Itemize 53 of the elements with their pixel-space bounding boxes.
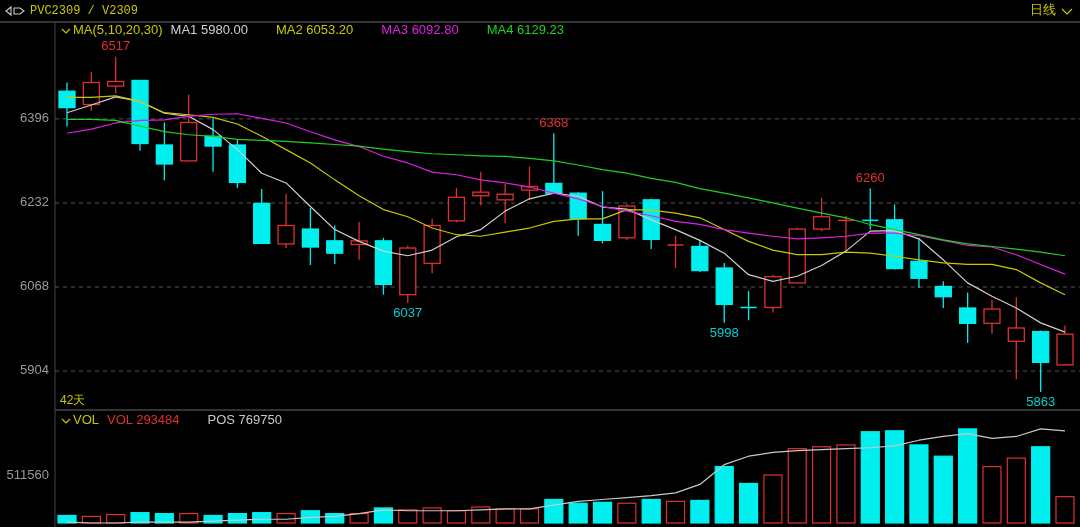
- text: MA3 6092.80: [381, 22, 459, 38]
- annotation: 6260: [855, 170, 885, 186]
- bar: [641, 498, 661, 524]
- y-tick-label: 6396: [20, 110, 49, 126]
- text: MA1 5980.00: [170, 22, 248, 38]
- bar: [349, 512, 369, 524]
- bar: [519, 508, 540, 524]
- bar: [763, 474, 783, 524]
- bar: [885, 430, 905, 524]
- bar: [714, 465, 734, 524]
- bar: [422, 507, 442, 524]
- bar: [252, 512, 272, 524]
- legend-title: MA(5,10,20,30): [73, 22, 163, 38]
- text: VOL 293484: [107, 412, 180, 428]
- bar: [1006, 457, 1026, 524]
- text: 511560: [6, 467, 49, 483]
- text: MA2 6053.20: [275, 22, 354, 38]
- bar: [738, 482, 759, 524]
- annotation: 5998: [709, 325, 739, 341]
- annotation: 6368: [539, 114, 569, 130]
- bar: [617, 502, 637, 524]
- bar: [958, 428, 978, 524]
- bar: [787, 448, 807, 524]
- bar: [495, 508, 515, 524]
- bar: [1055, 496, 1075, 524]
- annotation: 6037: [393, 305, 423, 321]
- bar: [544, 498, 564, 524]
- annotation: 5863: [1026, 394, 1056, 410]
- bar: [398, 509, 418, 524]
- y-tick-label: 6068: [20, 278, 49, 294]
- bar: [860, 431, 880, 524]
- text: POS 769750: [207, 412, 282, 428]
- y-tick-label: 6232: [20, 194, 49, 210]
- annotation: 42天: [60, 393, 86, 408]
- bar: [592, 501, 613, 524]
- bar: [811, 446, 832, 524]
- legend-title: VOL: [73, 412, 100, 428]
- bar: [690, 499, 710, 524]
- bar: [933, 455, 953, 524]
- bar: [446, 510, 467, 524]
- annotation: 6517: [101, 38, 131, 54]
- bar: [836, 444, 856, 524]
- bar: [665, 500, 686, 524]
- bar: [57, 514, 77, 524]
- bar: [568, 502, 588, 524]
- text: 日线: [1030, 2, 1056, 18]
- bar: [1031, 446, 1051, 524]
- bar: [982, 465, 1002, 524]
- y-tick-label: 5904: [20, 362, 49, 378]
- bar: [909, 444, 929, 524]
- text: MA4 6129.23: [486, 22, 564, 38]
- chart-title: PVC2309 / V2309: [30, 4, 139, 19]
- bar: [471, 506, 491, 524]
